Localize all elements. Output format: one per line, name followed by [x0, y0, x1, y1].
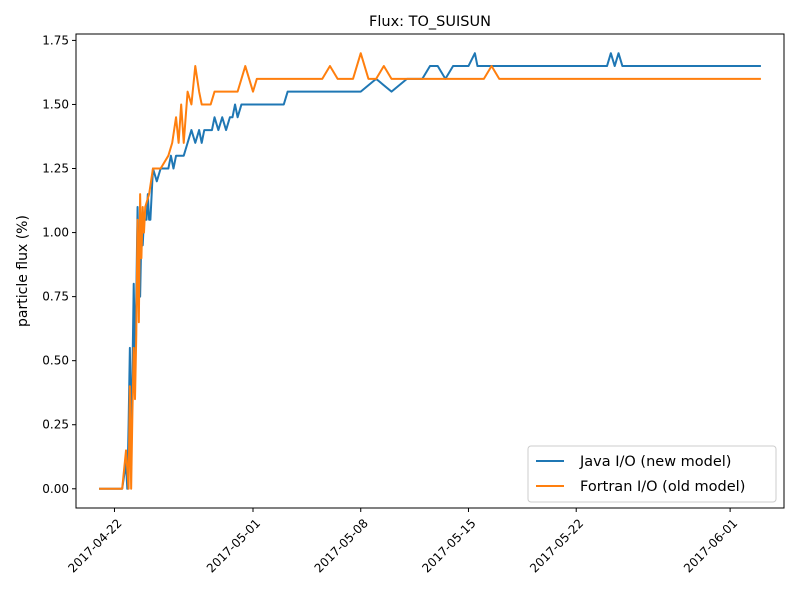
- legend-label-fortran: Fortran I/O (old model): [580, 479, 745, 495]
- legend: Java I/O (new model) Fortran I/O (old mo…: [527, 445, 777, 503]
- series-line-1: [99, 52, 761, 490]
- y-tick-label: 1.25: [42, 162, 69, 176]
- y-tick-label: 0.75: [42, 290, 69, 304]
- legend-label-java: Java I/O (new model): [579, 454, 731, 470]
- y-tick-label: 0.50: [42, 354, 69, 368]
- series-layer: [99, 52, 761, 490]
- y-tick-label: 0.25: [42, 418, 69, 432]
- plot-frame: [75, 33, 785, 509]
- legend-frame: [527, 445, 777, 503]
- chart-title: Flux: TO_SUISUN: [369, 14, 491, 30]
- y-tick-label: 1.75: [42, 33, 69, 47]
- y-tick-label: 0.00: [42, 482, 69, 496]
- y-tick-label: 1.00: [42, 226, 69, 240]
- y-axis-label: particle flux (%): [15, 215, 31, 327]
- y-tick-label: 1.50: [42, 97, 69, 111]
